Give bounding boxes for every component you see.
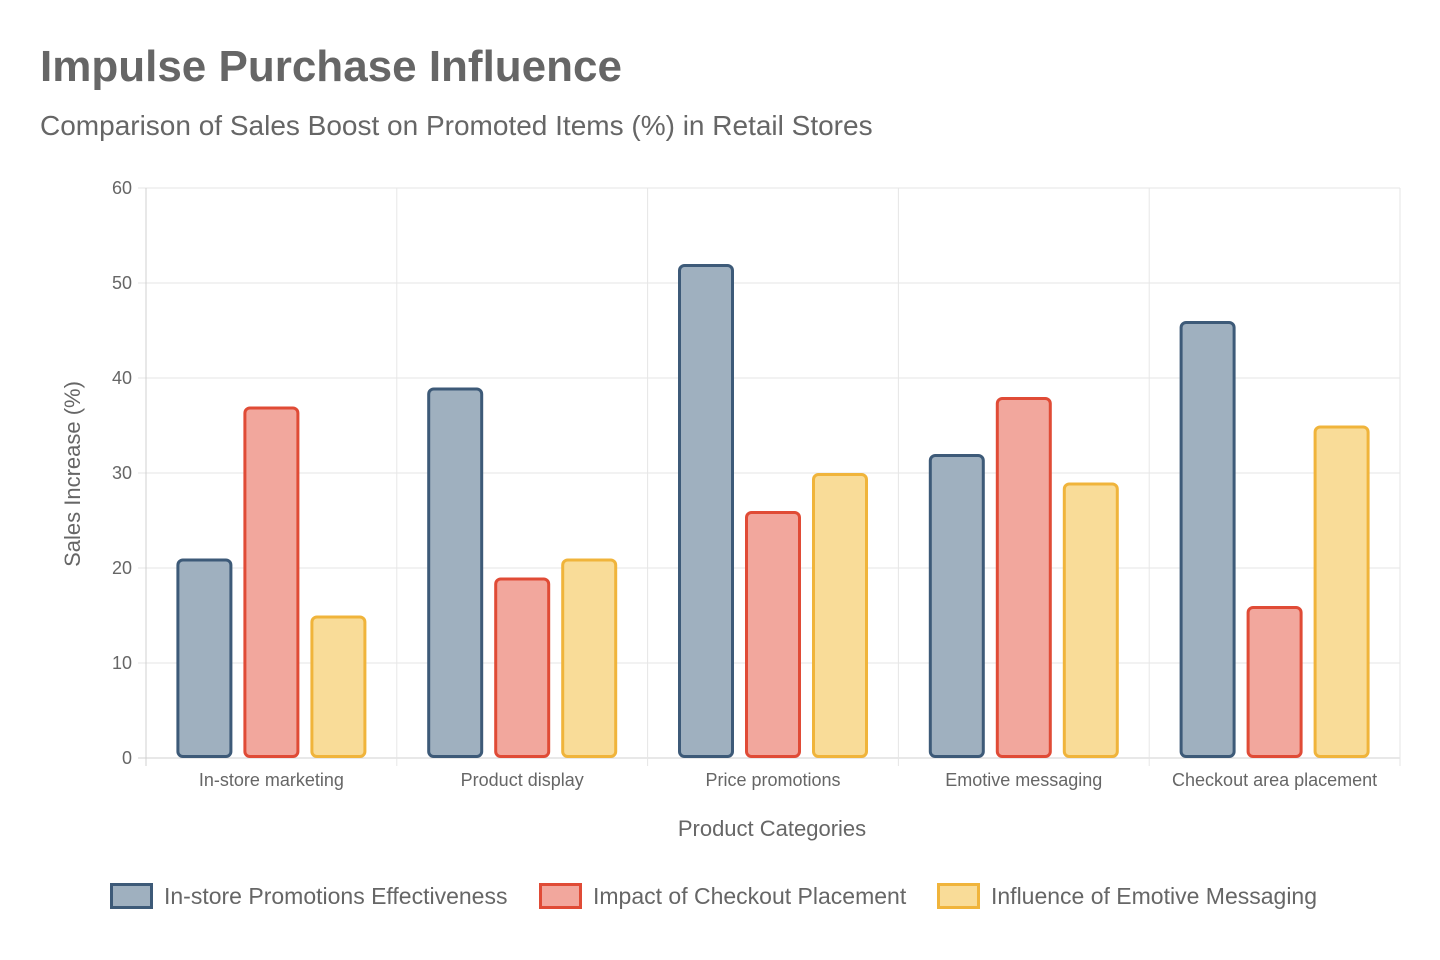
bar <box>812 473 868 758</box>
bar <box>427 387 484 758</box>
y-tick-label: 40 <box>112 368 132 388</box>
x-tick-label: Checkout area placement <box>1172 770 1377 790</box>
legend-swatch <box>110 883 153 909</box>
bar-marks <box>176 264 1370 758</box>
bar <box>745 511 801 758</box>
bar <box>995 397 1052 758</box>
y-tick-label: 30 <box>112 463 132 483</box>
y-tick-label: 10 <box>112 653 132 673</box>
y-tick-label: 50 <box>112 273 132 293</box>
chart-title: Impulse Purchase Influence <box>40 42 622 91</box>
legend-swatch <box>539 883 582 909</box>
bar <box>494 577 551 758</box>
x-axis-ticks: In-store marketing Product display Price p… <box>199 770 1377 790</box>
bar <box>243 406 300 758</box>
bar <box>561 558 618 758</box>
x-tick-label: Product display <box>461 770 584 790</box>
legend: In-store Promotions Effectiveness Impact … <box>110 883 1317 909</box>
bar <box>310 615 367 758</box>
legend-swatch <box>937 883 980 909</box>
y-tick-label: 60 <box>112 178 132 198</box>
bar <box>1313 425 1370 758</box>
legend-label: Impact of Checkout Placement <box>593 883 907 909</box>
y-axis-ticks: 0 10 20 30 40 50 60 <box>112 178 132 768</box>
x-tick-label: Emotive messaging <box>945 770 1102 790</box>
bar <box>1246 606 1303 758</box>
legend-label: In-store Promotions Effectiveness <box>164 883 507 909</box>
x-tick-label: In-store marketing <box>199 770 344 790</box>
bar <box>176 558 233 758</box>
y-axis-title: Sales Increase (%) <box>60 381 85 567</box>
bar <box>928 454 985 758</box>
bar <box>1179 321 1236 758</box>
bar <box>1062 482 1119 758</box>
y-tick-label: 0 <box>122 748 132 768</box>
chart-subtitle: Comparison of Sales Boost on Promoted It… <box>40 110 873 141</box>
legend-label: Influence of Emotive Messaging <box>991 883 1317 909</box>
bar <box>678 264 734 758</box>
x-tick-label: Price promotions <box>705 770 840 790</box>
y-tick-label: 20 <box>112 558 132 578</box>
x-axis-title: Product Categories <box>678 816 866 841</box>
